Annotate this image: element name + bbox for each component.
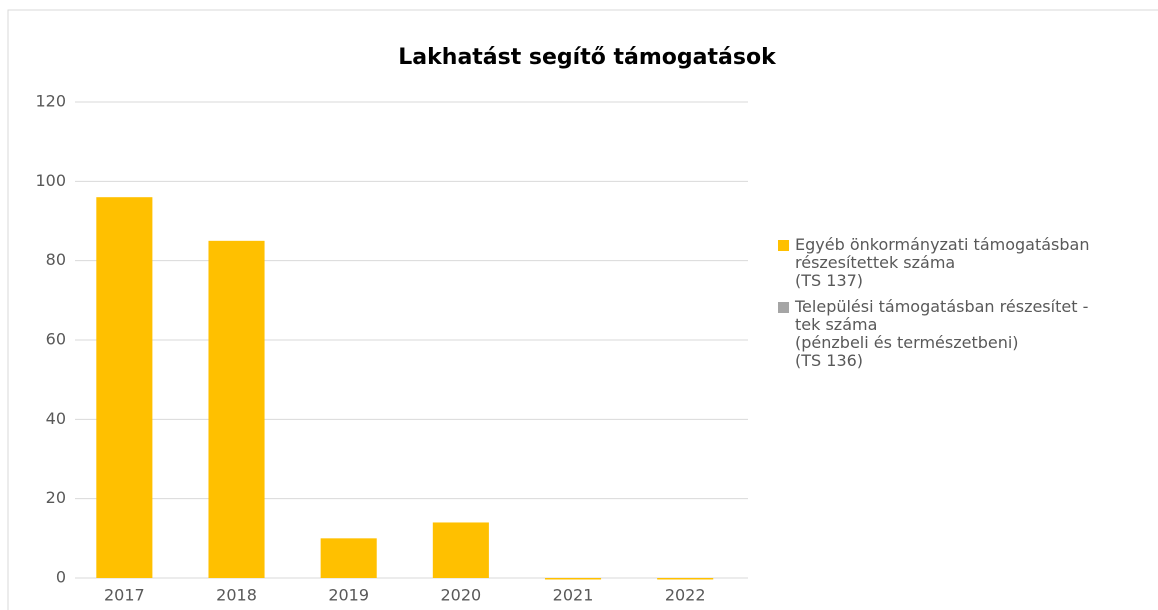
legend-label: Települési támogatásban részesítet - tek… — [795, 297, 1089, 370]
bar — [432, 522, 489, 578]
y-tick-label: 120 — [35, 92, 66, 111]
legend-label: Egyéb önkormányzati támogatásban részesí… — [795, 235, 1090, 290]
y-tick-label: 20 — [46, 488, 66, 507]
y-tick-label: 60 — [46, 330, 66, 349]
chart-title: Lakhatást segítő támogatások — [398, 45, 777, 70]
x-tick-label: 2021 — [553, 586, 594, 605]
x-tick-label: 2022 — [665, 586, 706, 605]
x-tick-label: 2017 — [104, 586, 145, 605]
x-tick-label: 2020 — [440, 586, 481, 605]
x-tick-label: 2018 — [216, 586, 257, 605]
legend: Egyéb önkormányzati támogatásban részesí… — [778, 236, 1148, 378]
bar — [208, 240, 265, 579]
legend-item: Települési támogatásban részesítet - tek… — [778, 298, 1148, 370]
bar — [544, 578, 602, 580]
legend-item: Egyéb önkormányzati támogatásban részesí… — [778, 236, 1148, 290]
y-tick-label: 80 — [46, 250, 66, 269]
legend-swatch — [778, 302, 789, 313]
bar — [96, 197, 153, 578]
bar — [320, 538, 377, 578]
y-tick-label: 40 — [46, 409, 66, 428]
chart-border — [7, 9, 1158, 610]
y-tick-label: 0 — [56, 568, 66, 587]
bar — [657, 578, 714, 580]
legend-swatch — [778, 240, 789, 251]
y-tick-label: 100 — [35, 171, 66, 190]
x-tick-label: 2019 — [328, 586, 369, 605]
